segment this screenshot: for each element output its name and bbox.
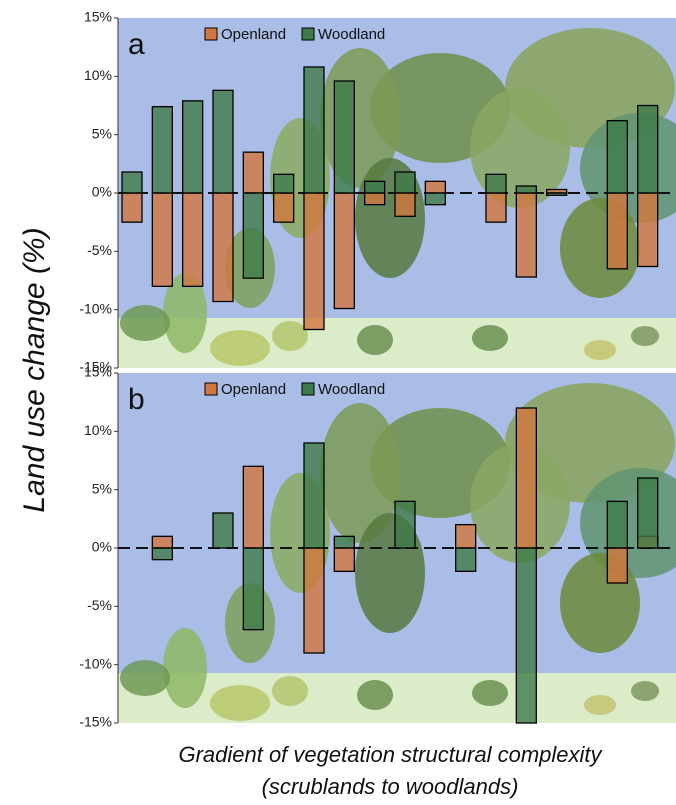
y-tick-label: 10% — [84, 67, 112, 83]
tree — [210, 330, 270, 366]
y-tick-label: 5% — [92, 125, 112, 141]
bar — [303, 66, 325, 194]
y-tick-label: -5% — [87, 597, 112, 613]
bar — [606, 192, 628, 270]
tree — [631, 681, 659, 701]
tree — [163, 628, 207, 708]
bar — [182, 192, 204, 287]
bar — [515, 192, 537, 278]
tree — [272, 676, 308, 706]
y-tick-label: -10% — [79, 300, 112, 316]
bar — [121, 171, 143, 194]
ground — [118, 318, 676, 368]
tree — [584, 695, 616, 715]
tree — [163, 273, 207, 353]
bar — [394, 500, 416, 549]
tree — [560, 553, 640, 653]
bar — [212, 89, 234, 194]
bar — [151, 547, 173, 561]
bar — [212, 192, 234, 303]
legend-swatch — [204, 382, 218, 396]
bar — [242, 547, 264, 631]
y-tick-label: 15% — [84, 364, 112, 380]
bar — [606, 120, 628, 194]
bar — [303, 192, 325, 331]
legend-swatch — [301, 382, 315, 396]
bar — [546, 192, 568, 196]
bar — [242, 151, 264, 194]
tree — [120, 660, 170, 696]
y-tick-label: 0% — [92, 539, 112, 555]
x-axis-label: (scrublands to woodlands) — [262, 774, 519, 799]
bar — [515, 547, 537, 724]
y-axis-label: Land use change (%) — [18, 227, 51, 512]
bar — [333, 547, 355, 572]
ground — [118, 673, 676, 723]
x-axis-label: Gradient of vegetation structural comple… — [178, 742, 603, 767]
bar — [515, 185, 537, 194]
bar — [333, 535, 355, 549]
legend-label: Woodland — [318, 381, 385, 398]
bar — [455, 524, 477, 549]
bar — [303, 442, 325, 549]
y-tick-label: 15% — [84, 9, 112, 25]
bar — [273, 173, 295, 194]
y-tick-label: -15% — [79, 714, 112, 730]
tree — [120, 305, 170, 341]
legend-label: Openland — [221, 381, 286, 398]
bar — [424, 192, 446, 206]
bar — [242, 465, 264, 549]
legend-label: Openland — [221, 26, 286, 43]
bar — [242, 192, 264, 279]
bar — [485, 173, 507, 194]
bar — [637, 477, 659, 549]
bar — [394, 171, 416, 194]
bar — [394, 192, 416, 217]
bar — [212, 512, 234, 549]
legend-label: Woodland — [318, 26, 385, 43]
bar — [606, 500, 628, 549]
bar — [303, 547, 325, 654]
y-tick-label: 5% — [92, 480, 112, 496]
bar — [273, 192, 295, 223]
tree — [357, 325, 393, 355]
panel-title: a — [128, 28, 145, 61]
tree — [584, 340, 616, 360]
bar — [455, 547, 477, 572]
legend-swatch — [204, 27, 218, 41]
tree — [272, 321, 308, 351]
tree — [631, 326, 659, 346]
bar — [151, 535, 173, 549]
y-tick-label: 10% — [84, 422, 112, 438]
y-tick-label: -10% — [79, 655, 112, 671]
panel-title: b — [128, 383, 145, 416]
tree — [472, 680, 508, 706]
bar — [424, 180, 446, 194]
bar — [333, 192, 355, 310]
tree — [472, 325, 508, 351]
bar — [637, 104, 659, 194]
bar — [637, 192, 659, 268]
tree — [320, 403, 400, 543]
tree — [210, 685, 270, 721]
y-tick-label: -5% — [87, 242, 112, 258]
bar — [151, 106, 173, 194]
bar — [121, 192, 143, 223]
y-tick-label: -15% — [79, 359, 112, 375]
legend-swatch — [301, 27, 315, 41]
bar — [364, 192, 386, 206]
bar — [515, 407, 537, 549]
tree — [560, 198, 640, 298]
bar — [333, 80, 355, 194]
bar — [182, 100, 204, 194]
bar — [485, 192, 507, 223]
y-tick-label: 0% — [92, 184, 112, 200]
bar — [151, 192, 173, 287]
bar — [364, 180, 386, 194]
bar — [606, 547, 628, 584]
tree — [357, 680, 393, 710]
